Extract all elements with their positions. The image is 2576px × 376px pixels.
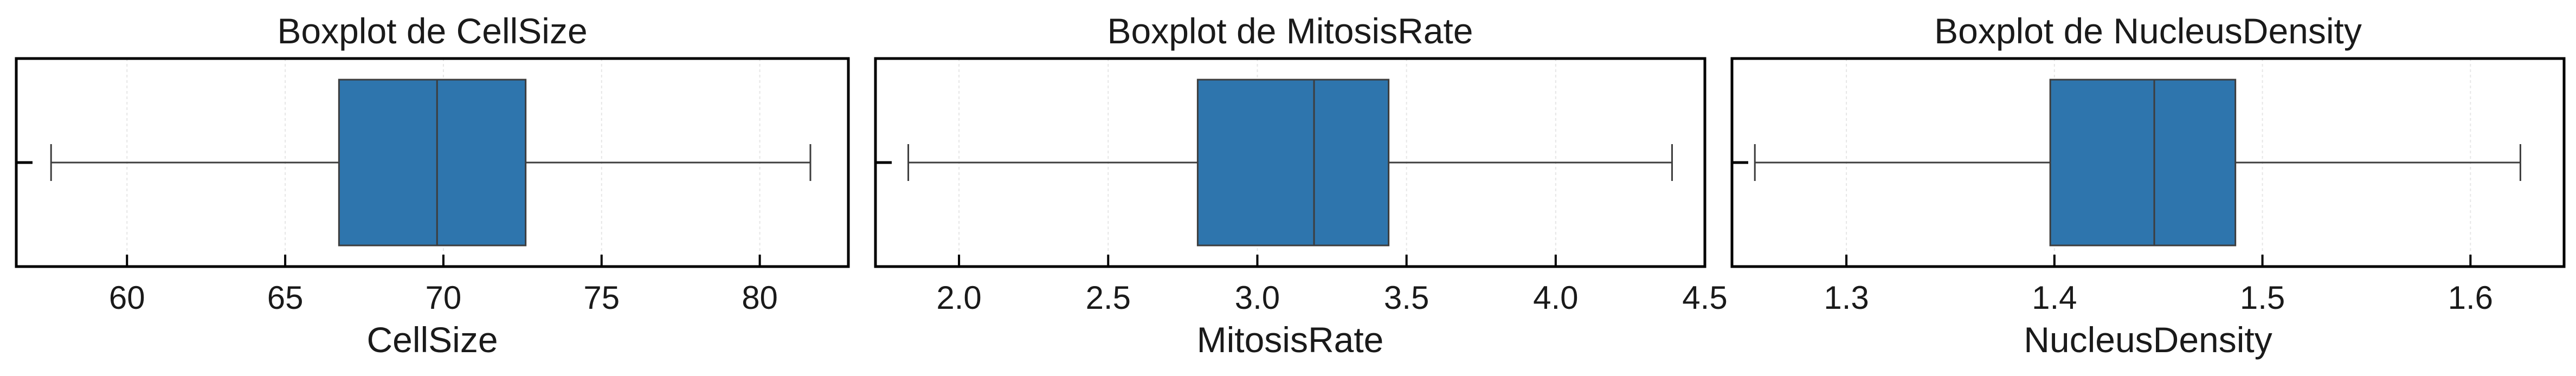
iqr-box xyxy=(2049,79,2237,247)
x-axis-ticks: 60 65 70 75 80 xyxy=(15,161,778,316)
x-tick-label: 4.5 xyxy=(1682,280,1727,316)
chart-panel-mitosisrate: Boxplot de MitosisRate 2.0 2.5 3.0 3.5 4.0 4.… xyxy=(874,11,1728,360)
x-axis-ticks: 1.3 1.4 1.5 1.6 xyxy=(1731,161,2493,316)
chart-title: Boxplot de CellSize xyxy=(277,11,587,51)
boxplot-marks xyxy=(1754,79,2521,247)
x-tick-label: 4.0 xyxy=(1533,280,1578,316)
x-tick-label: 80 xyxy=(742,280,778,316)
x-tick-label: 3.5 xyxy=(1384,280,1429,316)
boxplot-marks xyxy=(907,79,1673,247)
x-axis-ticks: 2.0 2.5 3.0 3.5 4.0 4.5 xyxy=(874,161,1728,316)
iqr-box xyxy=(338,79,527,247)
x-tick-label: 2.5 xyxy=(1086,280,1131,316)
x-tick-label: 3.0 xyxy=(1235,280,1280,316)
x-tick-label: 1.4 xyxy=(2032,280,2077,316)
chart-title: Boxplot de MitosisRate xyxy=(1107,11,1473,51)
x-tick-label: 65 xyxy=(267,280,304,316)
chart-panel-nucleusdensity: Boxplot de NucleusDensity 1.3 1.4 1.5 1.6 N… xyxy=(1730,11,2566,360)
x-tick-label: 60 xyxy=(109,280,145,316)
x-axis-label: NucleusDensity xyxy=(2024,320,2272,360)
chart-title: Boxplot de NucleusDensity xyxy=(1934,11,2362,51)
x-tick-label: 1.6 xyxy=(2448,280,2493,316)
x-tick-label: 1.3 xyxy=(1824,280,1869,316)
boxplot-marks xyxy=(50,79,812,247)
iqr-box xyxy=(1196,79,1390,247)
x-axis-label: CellSize xyxy=(366,320,498,360)
x-tick-label: 70 xyxy=(426,280,462,316)
x-tick-label: 75 xyxy=(583,280,620,316)
chart-panel-cellsize: Boxplot de CellSize 60 65 70 75 80 CellSize xyxy=(15,11,850,360)
x-tick-label: 1.5 xyxy=(2240,280,2285,316)
x-tick-label: 2.0 xyxy=(936,280,981,316)
x-axis-label: MitosisRate xyxy=(1197,320,1384,360)
